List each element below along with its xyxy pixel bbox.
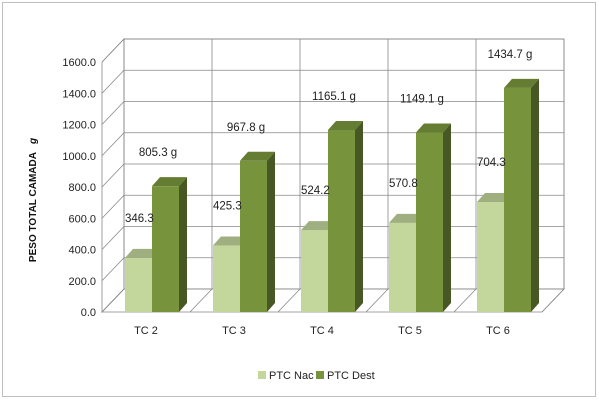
y-tick-label: 0.0 <box>81 307 96 319</box>
y-tick-label: 1400.0 <box>62 88 96 100</box>
bar-top <box>213 236 248 246</box>
floor-divider <box>365 288 389 313</box>
bar-top <box>504 78 539 88</box>
bar-side <box>443 123 451 312</box>
y-tick-label: 1600.0 <box>62 57 96 69</box>
bar-ptc-nac <box>213 245 240 312</box>
bar-top <box>389 213 424 223</box>
floor-divider <box>101 288 125 313</box>
x-tick-label: TC 3 <box>222 325 246 337</box>
data-label-ptc-dest: 1149.1 g <box>400 93 444 105</box>
data-label-ptc-nac: 704.3 <box>477 157 506 169</box>
bar-ptc-dest <box>504 87 531 312</box>
x-tick-label: TC 2 <box>134 325 158 337</box>
bar-ptc-dest <box>240 160 267 312</box>
floor-divider <box>541 288 565 313</box>
legend-swatch <box>316 371 324 379</box>
y-axis-title-text: PESO TOTAL CAMADA <box>28 152 39 262</box>
bar-side <box>179 177 187 312</box>
floor-divider <box>453 288 477 313</box>
y-axis-title: PESO TOTAL CAMADA g <box>28 138 39 262</box>
data-label-ptc-dest: 805.3 g <box>139 147 177 159</box>
bar-top <box>416 123 451 133</box>
data-label-ptc-nac: 524.2 <box>301 185 330 197</box>
y-tick-label: 800.0 <box>68 182 96 194</box>
y-tick-label: 600.0 <box>68 213 96 225</box>
bar-ptc-dest <box>328 129 355 312</box>
data-label-ptc-dest: 967.8 g <box>227 122 265 134</box>
bar-side <box>355 120 363 312</box>
x-tick-label: TC 6 <box>486 325 510 337</box>
data-label-ptc-dest: 1434.7 g <box>488 49 533 61</box>
bar-ptc-nac <box>301 230 328 312</box>
y-tick-label: 200.0 <box>68 276 96 288</box>
bar-ptc-nac <box>389 222 416 312</box>
y-tick-label: 1000.0 <box>62 151 96 163</box>
y-tick-label: 1200.0 <box>62 120 96 132</box>
legend-label: PTC Dest <box>327 370 375 382</box>
legend-label: PTC Nac <box>269 370 314 382</box>
bar-side <box>531 78 539 312</box>
y-axis-unit: g <box>28 138 39 145</box>
bar-top <box>240 151 275 161</box>
floor-divider <box>277 288 301 313</box>
data-label-ptc-nac: 346.3 <box>125 213 154 225</box>
bar-top <box>152 177 187 187</box>
bar-ptc-dest <box>152 186 179 312</box>
bar-top <box>477 192 512 202</box>
data-label-ptc-nac: 570.8 <box>389 178 418 190</box>
legend-swatch <box>258 371 266 379</box>
bar-ptc-dest <box>416 132 443 312</box>
data-label-ptc-dest: 1165.1 g <box>312 91 356 103</box>
floor-divider <box>189 288 213 313</box>
bar-top <box>125 248 160 258</box>
bar-side <box>267 151 275 312</box>
bar-top <box>301 221 336 231</box>
bar-top <box>328 120 363 130</box>
x-tick-label: TC 5 <box>398 325 422 337</box>
bar-ptc-nac <box>477 201 504 312</box>
x-tick-label: TC 4 <box>310 325 334 337</box>
bar-ptc-nac <box>125 257 152 312</box>
y-tick-label: 400.0 <box>68 245 96 257</box>
data-label-ptc-nac: 425.3 <box>213 201 242 213</box>
